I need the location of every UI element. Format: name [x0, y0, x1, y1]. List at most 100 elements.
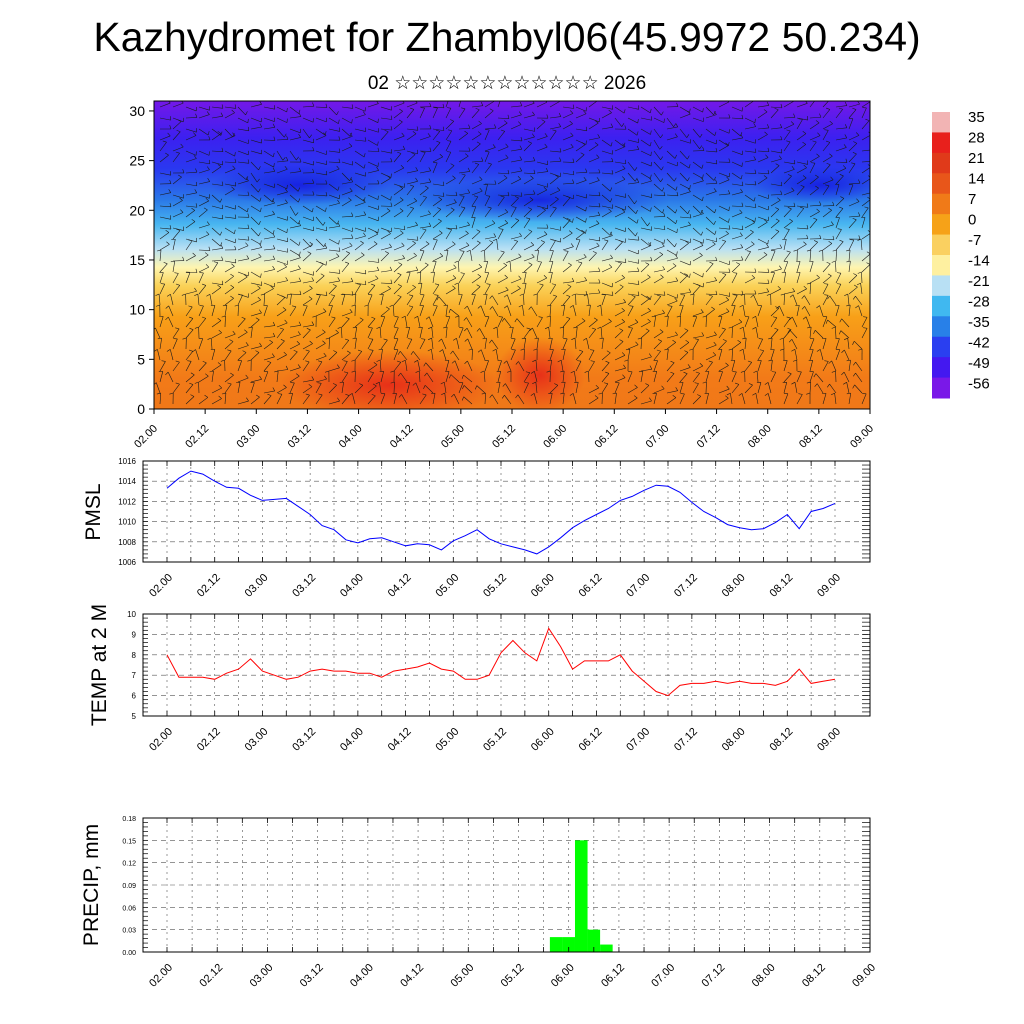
- wind-barb: [854, 341, 863, 350]
- wind-barb: [510, 241, 518, 251]
- wind-barb-flag: [311, 376, 315, 381]
- wind-barb-flag: [439, 153, 443, 158]
- wind-barb-flag: [637, 337, 642, 340]
- wind-barb-flag: [325, 170, 328, 175]
- wind-barb: [224, 305, 228, 317]
- wind-barb: [614, 146, 626, 152]
- wind-barb-flag: [634, 200, 638, 205]
- wind-barb-flag: [636, 145, 640, 150]
- wind-barb: [601, 352, 611, 361]
- wind-barb-flag: [230, 372, 234, 376]
- wind-barb: [770, 109, 779, 119]
- wind-barb: [640, 216, 648, 227]
- precip-bar: [562, 937, 575, 952]
- wind-barb: [341, 117, 352, 124]
- wind-barb-flag: [593, 317, 598, 321]
- wind-barb-flag: [774, 327, 779, 330]
- wind-barb-flag: [464, 360, 468, 364]
- wind-barb: [445, 202, 457, 207]
- wind-barb-flag: [452, 175, 456, 179]
- wind-barb-flag: [166, 294, 171, 297]
- wind-barb: [783, 141, 791, 152]
- wind-barb: [467, 360, 473, 372]
- wind-barb: [458, 245, 470, 251]
- wind-barb-flag: [323, 242, 326, 247]
- x-tick-label: 08.00: [750, 962, 778, 990]
- wind-barb-flag: [675, 331, 678, 336]
- wind-barb: [415, 382, 421, 394]
- wind-barb-flag: [338, 240, 340, 245]
- wind-barb-flag: [480, 249, 485, 252]
- wind-barb-flag: [633, 395, 638, 399]
- wind-barb: [844, 349, 850, 361]
- wind-barb-flag: [206, 111, 210, 115]
- wind-barb-flag: [220, 112, 224, 117]
- wind-barb-flag: [599, 337, 604, 340]
- wind-barb-flag: [397, 294, 402, 298]
- wind-barb: [432, 305, 438, 317]
- wind-barb: [505, 383, 512, 394]
- wind-barb: [848, 118, 854, 130]
- wind-barb-flag: [474, 385, 478, 390]
- wind-barb-flag: [270, 285, 274, 289]
- wind-barb-flag: [230, 273, 234, 277]
- wind-barb: [315, 361, 323, 372]
- colorbar-swatch: [932, 193, 950, 215]
- wind-barb-flag: [232, 165, 236, 170]
- wind-barb-flag: [487, 162, 492, 165]
- wind-barb-flag: [573, 326, 578, 329]
- wind-barb: [848, 239, 855, 251]
- wind-barb: [640, 298, 650, 306]
- wind-barb-flag: [297, 265, 301, 269]
- wind-barb-flag: [298, 198, 301, 203]
- wind-barb: [588, 245, 600, 251]
- wind-barb: [224, 260, 236, 264]
- wind-barb-flag: [234, 104, 237, 109]
- wind-barb: [560, 360, 564, 372]
- wind-barb: [237, 382, 241, 394]
- wind-barb: [744, 183, 756, 186]
- wind-barb: [692, 245, 704, 251]
- wind-barb-flag: [451, 393, 455, 398]
- wind-barb-flag: [439, 253, 444, 257]
- wind-barb-flag: [350, 178, 354, 183]
- wind-barb-flag: [325, 207, 327, 212]
- wind-barb-flag: [672, 263, 677, 267]
- wind-barb-flag: [154, 349, 158, 352]
- wind-barb: [601, 282, 613, 288]
- wind-barb: [497, 196, 505, 207]
- colorbar-label: -7: [968, 232, 981, 249]
- wind-barb-flag: [191, 207, 195, 211]
- wind-barb-flag: [349, 133, 353, 137]
- wind-barb-flag: [532, 157, 536, 161]
- wind-barb: [380, 349, 383, 361]
- wind-barb: [380, 393, 386, 405]
- wind-barb-flag: [621, 318, 625, 323]
- wind-barb-flag: [841, 349, 845, 353]
- wind-barb-flag: [220, 244, 224, 249]
- wind-barb: [466, 317, 473, 328]
- wind-barb-flag: [546, 315, 551, 318]
- wind-barb: [276, 387, 287, 394]
- wind-barb: [237, 332, 248, 339]
- wind-barb-flag: [832, 235, 835, 240]
- wind-barb: [666, 216, 676, 224]
- wind-barb-flag: [337, 397, 340, 402]
- wind-barb: [679, 342, 690, 350]
- wind-barb: [458, 108, 466, 119]
- wind-barb-flag: [825, 140, 830, 143]
- wind-barb: [588, 305, 591, 317]
- wind-barb-flag: [740, 244, 744, 248]
- wind-barb-flag: [504, 209, 509, 213]
- wind-barb: [562, 296, 571, 306]
- wind-barb-flag: [298, 220, 301, 225]
- wind-barb-flag: [489, 295, 493, 299]
- wind-barb-flag: [454, 282, 459, 285]
- wind-barb: [250, 287, 261, 295]
- wind-barb-flag: [318, 360, 323, 363]
- wind-barb-flag: [708, 360, 713, 363]
- wind-barb-flag: [409, 294, 414, 297]
- wind-barb-flag: [673, 123, 677, 127]
- wind-barb: [523, 102, 535, 108]
- wind-barb: [575, 139, 587, 145]
